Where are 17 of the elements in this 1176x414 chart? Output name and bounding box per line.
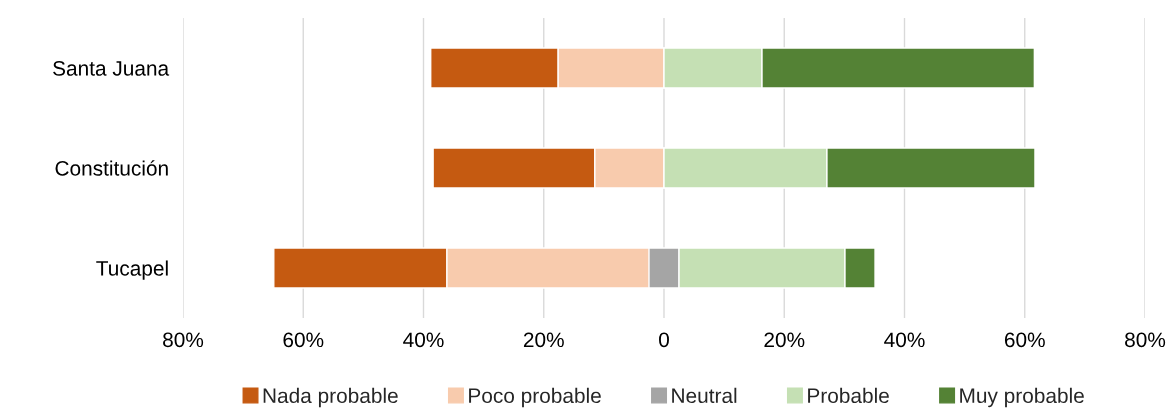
legend-label: Neutral bbox=[672, 387, 737, 404]
x-tick-label: 40% bbox=[884, 332, 925, 348]
x-tick-label: 80% bbox=[1125, 332, 1166, 348]
legend-label: Muy probable bbox=[960, 387, 1084, 408]
legend-label: Poco probable bbox=[469, 387, 601, 408]
x-tick-label: 80% bbox=[163, 332, 204, 348]
x-tick-label: 60% bbox=[1004, 332, 1045, 348]
x-tick-label: 20% bbox=[523, 332, 564, 348]
y-tick-label: Constitución bbox=[55, 160, 168, 176]
x-tick-label: 20% bbox=[764, 332, 805, 348]
legend-label: Nada probable bbox=[263, 387, 398, 408]
x-tick-label: 40% bbox=[403, 332, 444, 348]
x-tick-label: 0 bbox=[659, 332, 669, 348]
y-tick-label: Tucapel bbox=[96, 260, 168, 280]
legend-label: Probable bbox=[808, 387, 889, 404]
x-tick-label: 60% bbox=[283, 332, 324, 348]
y-tick-label: Santa Juana bbox=[53, 61, 170, 76]
